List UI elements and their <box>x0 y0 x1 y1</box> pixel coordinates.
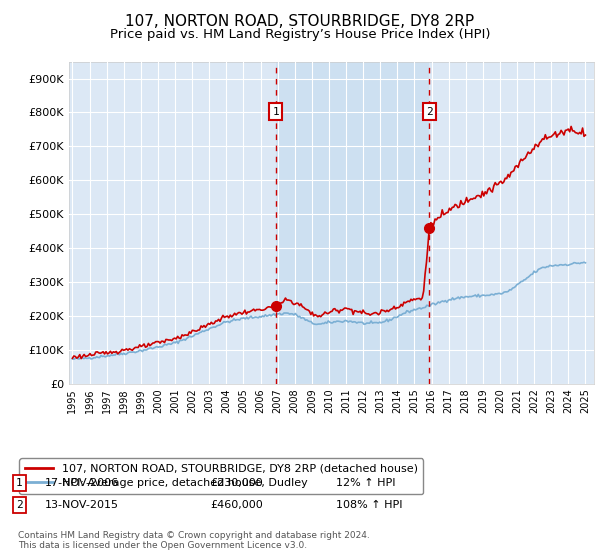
Text: 107, NORTON ROAD, STOURBRIDGE, DY8 2RP: 107, NORTON ROAD, STOURBRIDGE, DY8 2RP <box>125 14 475 29</box>
Text: 12% ↑ HPI: 12% ↑ HPI <box>336 478 395 488</box>
Text: Contains HM Land Registry data © Crown copyright and database right 2024.
This d: Contains HM Land Registry data © Crown c… <box>18 531 370 550</box>
Text: 1: 1 <box>272 106 279 116</box>
Text: 1: 1 <box>16 478 23 488</box>
Text: £460,000: £460,000 <box>210 500 263 510</box>
Text: 2: 2 <box>16 500 23 510</box>
Text: 17-NOV-2006: 17-NOV-2006 <box>45 478 119 488</box>
Text: Price paid vs. HM Land Registry’s House Price Index (HPI): Price paid vs. HM Land Registry’s House … <box>110 28 490 41</box>
Text: 108% ↑ HPI: 108% ↑ HPI <box>336 500 403 510</box>
Legend: 107, NORTON ROAD, STOURBRIDGE, DY8 2RP (detached house), HPI: Average price, det: 107, NORTON ROAD, STOURBRIDGE, DY8 2RP (… <box>19 459 423 494</box>
Text: 2: 2 <box>426 106 433 116</box>
Bar <box>275 62 430 384</box>
Text: 13-NOV-2015: 13-NOV-2015 <box>45 500 119 510</box>
Text: £230,000: £230,000 <box>210 478 263 488</box>
